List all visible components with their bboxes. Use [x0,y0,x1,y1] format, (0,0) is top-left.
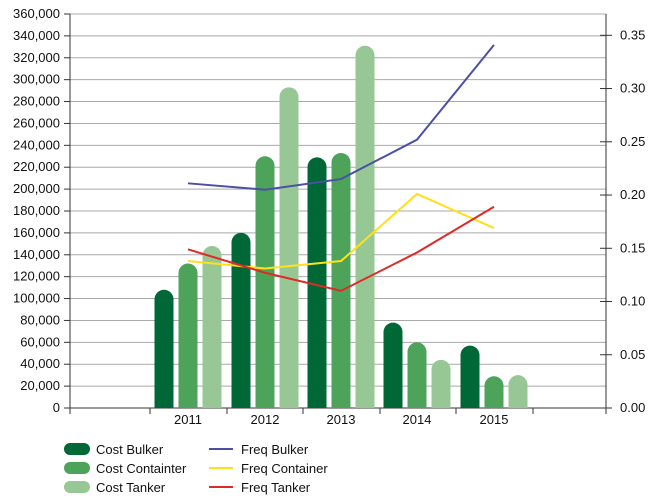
legend-item-freq-tanker: Freq Tanker [209,478,369,496]
line-freq-container [187,192,495,270]
bar-cost-tanker [355,45,375,408]
line-freq-bulker [187,44,495,191]
bar-cost-containter [331,152,351,408]
y-tick-label: 280,000 [13,94,60,109]
y-tick-label: 40,000 [20,356,60,371]
x-tick-label: 2012 [251,412,280,427]
y-tick-label: 260,000 [13,115,60,130]
legend-item-cost-container: Cost Containter [64,459,209,477]
y2-tick-label: 0.30 [620,81,645,96]
y-tick-label: 80,000 [20,312,60,327]
bar-cost-containter [407,342,427,408]
bar-cost-containter [484,376,504,408]
y-tick-label: 240,000 [13,137,60,152]
legend-swatch-freq-tanker [209,486,233,488]
y-tick-label: 320,000 [13,50,60,65]
line-freq-tanker [187,205,495,292]
legend-item-cost-tanker: Cost Tanker [64,478,209,496]
bar-cost-bulker [154,289,174,408]
y-tick-label: 360,000 [13,6,60,21]
y-tick-label: 20,000 [20,378,60,393]
x-tick-label: 2015 [480,412,509,427]
x-tick-label: 2014 [403,412,432,427]
y-tick-label: 60,000 [20,334,60,349]
legend-label-cost-container: Cost Containter [96,460,187,476]
legend: Cost Bulker Freq Bulker Cost Containter … [64,440,369,496]
legend-swatch-freq-bulker [209,448,233,450]
y2-tick-label: 0.35 [620,27,645,42]
bar-cost-containter [255,156,275,408]
legend-item-cost-bulker: Cost Bulker [64,440,209,458]
legend-label-cost-bulker: Cost Bulker [96,441,164,457]
bar-cost-bulker [307,157,327,408]
y2-tick-label: 0.25 [620,134,645,149]
x-tick-label: 2013 [327,412,356,427]
legend-label-freq-container: Freq Container [241,460,328,476]
y-tick-label: 0 [53,400,60,415]
y-tick-label: 100,000 [13,291,60,306]
x-tick-label: 2011 [174,412,202,427]
y2-tick-label: 0.00 [620,400,645,415]
y-tick-label: 120,000 [13,269,60,284]
bar-cost-tanker [508,375,528,408]
legend-swatch-cost-tanker [64,481,90,493]
bar-cost-tanker [431,359,451,408]
bar-cost-containter [178,263,198,408]
y2-tick-label: 0.10 [620,294,645,309]
y-tick-label: 300,000 [13,72,60,87]
y2-tick-label: 0.05 [620,347,645,362]
y-tick-label: 220,000 [13,159,60,174]
y-tick-label: 140,000 [13,247,60,262]
y2-tick-label: 0.20 [620,187,645,202]
legend-item-freq-bulker: Freq Bulker [209,440,369,458]
y-tick-label: 340,000 [13,28,60,43]
y2-tick-label: 0.15 [620,240,645,255]
bar-cost-bulker [460,345,480,408]
bar-cost-tanker [279,87,299,409]
y-tick-label: 160,000 [13,225,60,240]
legend-label-freq-bulker: Freq Bulker [241,441,309,457]
legend-swatch-cost-container [64,462,90,474]
y-tick-label: 180,000 [13,203,60,218]
legend-swatch-cost-bulker [64,443,90,455]
legend-label-freq-tanker: Freq Tanker [241,479,311,495]
legend-label-cost-tanker: Cost Tanker [96,479,166,495]
bar-cost-bulker [383,322,403,408]
y-tick-label: 200,000 [13,181,60,196]
legend-item-freq-container: Freq Container [209,459,369,477]
bar-cost-bulker [231,232,251,408]
bar-cost-tanker [202,246,222,408]
legend-swatch-freq-container [209,467,233,469]
